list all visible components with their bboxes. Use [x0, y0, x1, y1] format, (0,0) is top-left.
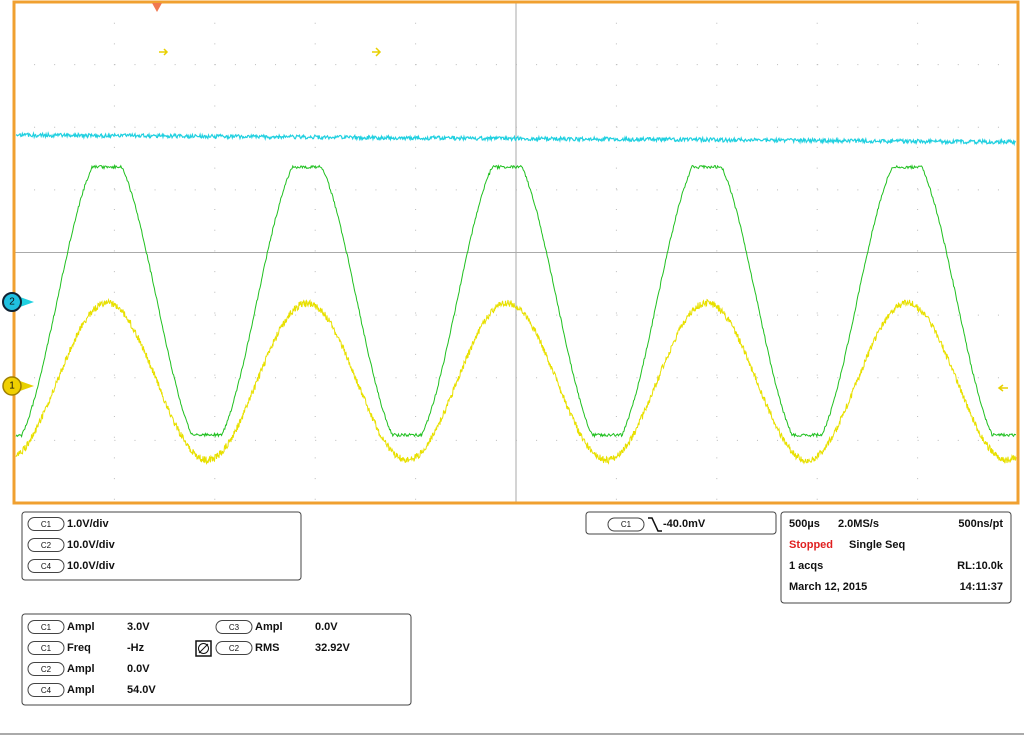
channel-label: C4	[41, 686, 52, 695]
arrow	[372, 47, 382, 57]
channel-1-marker: 1	[2, 376, 34, 396]
icon-part	[198, 643, 209, 654]
channel-scale: 10.0V/div	[67, 560, 116, 572]
channel-label: C2	[41, 665, 52, 674]
resolution: 500ns/pt	[958, 518, 1003, 530]
measurement-name: Ampl	[255, 621, 283, 633]
measurement-value: 32.92V	[315, 642, 351, 654]
graticule	[14, 2, 1018, 503]
record-length: RL:10.0k	[957, 560, 1004, 572]
trigger-channel: C1	[621, 520, 632, 529]
channel-badge	[27, 559, 65, 573]
channel-badge	[607, 517, 645, 532]
channel-badge	[27, 517, 65, 531]
measurement-name: Ampl	[67, 621, 95, 633]
channel-label: C2	[229, 644, 240, 653]
channel-label: C1	[41, 623, 52, 632]
arrow	[159, 48, 169, 56]
waveforms	[15, 131, 1017, 465]
channel-badge	[27, 641, 65, 655]
channel-scale: 1.0V/div	[67, 518, 109, 530]
waveform	[15, 297, 1017, 465]
measurement-name: Ampl	[67, 663, 95, 675]
icon-part	[198, 643, 209, 654]
time: 14:11:37	[960, 581, 1003, 593]
channel-label: C1	[41, 520, 52, 529]
measurement-value: 0.0V	[315, 621, 338, 633]
sample-rate: 2.0MS/s	[838, 518, 879, 530]
channel-label: C3	[229, 623, 240, 632]
channel-badge	[215, 620, 253, 634]
waveform	[15, 131, 1017, 147]
date: March 12, 2015	[789, 581, 867, 593]
measurement-value: 54.0V	[127, 684, 156, 696]
channel-2-marker: 2	[2, 292, 34, 312]
marker-label: 2	[9, 297, 15, 308]
measurement-panel	[21, 613, 412, 706]
channel-label: C2	[41, 541, 52, 550]
channel-label: C4	[41, 562, 52, 571]
acq-count: 1 acqs	[789, 560, 823, 572]
measurement-value: 0.0V	[127, 663, 150, 675]
measurement-name: RMS	[255, 642, 279, 654]
trigger-panel	[585, 511, 777, 535]
run-state: Stopped	[789, 539, 833, 551]
arrow	[997, 384, 1008, 392]
channel-badge	[27, 662, 65, 676]
waveform	[15, 163, 1016, 439]
channel-scale: 10.0V/div	[67, 539, 116, 551]
measurement-value: 3.0V	[127, 621, 150, 633]
trigger-position	[152, 3, 162, 12]
acquisition-panel	[780, 511, 1012, 604]
measurement-name: Ampl	[67, 684, 95, 696]
acq-mode: Single Seq	[849, 539, 905, 551]
measurement-name: Freq	[67, 642, 91, 654]
time-scale: 500µs	[789, 518, 820, 530]
trigger-level: -40.0mV	[663, 518, 706, 530]
marker-label: 1	[9, 381, 15, 392]
channel-badge	[27, 683, 65, 697]
channel-badge	[215, 641, 253, 655]
channel-label: C1	[41, 644, 52, 653]
plot-border	[12, 0, 1020, 505]
edge-icon	[648, 517, 662, 532]
channel-badge	[27, 538, 65, 552]
channel-badge	[27, 620, 65, 634]
measurement-value: -Hz	[127, 642, 145, 654]
scale-panel	[21, 511, 302, 581]
